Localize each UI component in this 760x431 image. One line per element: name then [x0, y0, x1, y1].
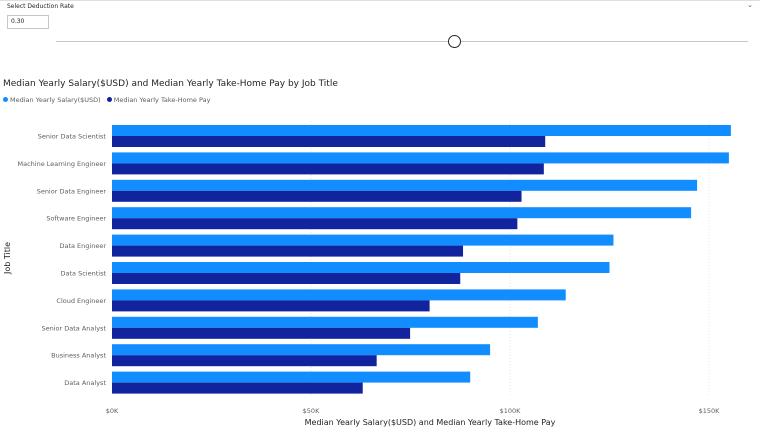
x-tick-label: $0K — [106, 407, 119, 415]
chevron-down-icon[interactable]: ⌄ — [747, 1, 753, 9]
category-label: Senior Data Scientist — [38, 133, 107, 141]
deduction-rate-slicer: Select Deduction Rate 0.30 ⌄ — [0, 0, 760, 56]
chart-title: Median Yearly Salary($USD) and Median Ye… — [3, 79, 338, 89]
x-tick-label: $100K — [500, 407, 522, 415]
category-label: Data Scientist — [61, 270, 107, 278]
bar-takehome[interactable] — [112, 163, 544, 175]
bar-salary[interactable] — [112, 125, 731, 136]
x-axis-title: Median Yearly Salary($USD) and Median Ye… — [305, 418, 556, 427]
bar-salary[interactable] — [112, 316, 538, 328]
x-tick-label: $150K — [699, 407, 721, 415]
bar-takehome[interactable] — [112, 300, 430, 312]
category-label: Machine Learning Engineer — [17, 160, 106, 168]
slider-thumb[interactable] — [448, 35, 461, 48]
category-label: Software Engineer — [46, 215, 106, 223]
deduction-rate-input[interactable]: 0.30 — [7, 15, 49, 29]
slicer-title: Select Deduction Rate — [7, 3, 74, 10]
bar-salary[interactable] — [112, 234, 614, 246]
x-tick-labels: $0K $50K $100K $150K — [106, 407, 720, 415]
bars — [112, 125, 731, 394]
bar-takehome[interactable] — [112, 327, 411, 339]
legend-marker-takehome — [106, 97, 112, 102]
bar-salary[interactable] — [112, 179, 698, 191]
bar-takehome[interactable] — [112, 382, 363, 394]
category-label: Data Engineer — [59, 242, 106, 250]
bar-takehome[interactable] — [112, 355, 377, 367]
bar-salary[interactable] — [112, 344, 491, 356]
slicer-border — [0, 0, 760, 1]
bar-takehome[interactable] — [112, 218, 518, 230]
chart-legend: Median Yearly Salary($USD) Median Yearly… — [3, 96, 214, 104]
bar-takehome[interactable] — [112, 273, 461, 284]
bar-takehome[interactable] — [112, 136, 546, 147]
y-axis-title: Job Title — [3, 242, 12, 275]
bar-salary[interactable] — [112, 262, 610, 273]
legend-label-salary: Median Yearly Salary($USD) — [10, 96, 101, 104]
slider-track[interactable] — [56, 41, 748, 42]
category-label: Business Analyst — [51, 352, 106, 360]
bar-takehome[interactable] — [112, 245, 464, 257]
legend-item-salary[interactable]: Median Yearly Salary($USD) — [3, 96, 101, 104]
bar-takehome[interactable] — [112, 190, 522, 202]
category-label: Cloud Engineer — [56, 297, 106, 305]
legend-item-takehome[interactable]: Median Yearly Take-Home Pay — [106, 96, 211, 104]
bar-salary[interactable] — [112, 371, 471, 383]
category-label: Data Analyst — [64, 379, 106, 387]
legend-marker-salary — [3, 97, 8, 102]
category-label: Senior Data Analyst — [42, 324, 107, 332]
x-tick-label: $50K — [303, 407, 320, 415]
bar-salary[interactable] — [112, 289, 566, 301]
legend-label-takehome: Median Yearly Take-Home Pay — [113, 96, 211, 104]
bar-salary[interactable] — [112, 152, 729, 164]
bar-salary[interactable] — [112, 207, 692, 219]
category-label: Senior Data Engineer — [37, 187, 107, 195]
category-labels: Senior Data Scientist Machine Learning En… — [17, 133, 106, 388]
